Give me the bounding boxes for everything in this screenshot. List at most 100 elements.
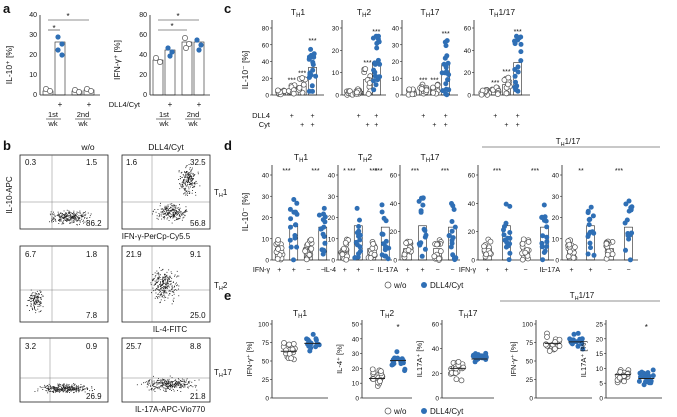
flow-event bbox=[185, 379, 187, 381]
point-filled bbox=[379, 202, 385, 208]
x-group-label: 1st bbox=[48, 110, 59, 119]
flow-event bbox=[165, 291, 167, 293]
flow-event bbox=[163, 290, 165, 292]
flow-event bbox=[176, 384, 178, 385]
point-filled bbox=[320, 231, 326, 237]
point-filled bbox=[503, 201, 509, 207]
flow-event bbox=[58, 213, 60, 215]
flow-event bbox=[56, 389, 57, 391]
flow-event bbox=[72, 387, 74, 389]
plus-sign: + bbox=[444, 122, 448, 129]
flow-event bbox=[82, 216, 84, 217]
point-open bbox=[616, 374, 623, 381]
point-open bbox=[365, 91, 372, 97]
flow-event bbox=[73, 383, 75, 384]
point-open bbox=[308, 236, 314, 243]
flow-event bbox=[178, 209, 180, 210]
flow-event bbox=[52, 219, 54, 221]
flow-event bbox=[34, 301, 36, 303]
flow-event bbox=[168, 386, 169, 388]
flow-event bbox=[168, 386, 170, 388]
point-filled bbox=[501, 227, 506, 233]
flow-event bbox=[70, 216, 72, 218]
flow-event bbox=[174, 214, 176, 216]
flow-event bbox=[74, 388, 75, 390]
flow-event bbox=[161, 287, 163, 289]
flow-event bbox=[189, 183, 191, 185]
flow-event bbox=[176, 270, 178, 272]
flow-event bbox=[154, 297, 156, 299]
bar bbox=[164, 49, 176, 96]
x-axis-label: IL-4-FITC bbox=[153, 325, 187, 334]
flow-event bbox=[168, 385, 170, 387]
flow-event bbox=[176, 207, 178, 209]
flow-event bbox=[170, 380, 172, 382]
flow-event bbox=[180, 214, 182, 216]
flow-event bbox=[181, 177, 183, 178]
flow-event bbox=[39, 290, 41, 292]
flow-event bbox=[191, 176, 193, 178]
flow-event bbox=[150, 284, 152, 286]
flow-event bbox=[182, 380, 184, 382]
tick-label: 30 bbox=[328, 194, 336, 201]
tick-label: 10 bbox=[552, 236, 560, 243]
point-filled bbox=[357, 244, 363, 250]
row-label: IFN-γ bbox=[253, 267, 271, 274]
sig-star: *** bbox=[514, 29, 522, 36]
flow-event bbox=[77, 220, 79, 221]
flow-event bbox=[46, 385, 48, 387]
point-filled bbox=[518, 41, 524, 47]
flow-event bbox=[63, 384, 64, 386]
point-filled bbox=[540, 257, 546, 263]
flow-event bbox=[157, 278, 159, 280]
point-filled bbox=[198, 42, 204, 48]
point-filled bbox=[585, 251, 591, 257]
flow-event bbox=[189, 167, 191, 168]
group-label-th117: TH1/17 bbox=[570, 291, 595, 302]
sign: − bbox=[626, 267, 630, 274]
flow-event bbox=[153, 278, 155, 279]
flow-event bbox=[183, 180, 185, 182]
flow-event bbox=[78, 389, 80, 390]
point-filled bbox=[287, 237, 293, 243]
flow-event bbox=[183, 216, 185, 218]
flow-event bbox=[149, 380, 150, 381]
flow-event bbox=[177, 390, 178, 391]
flow-event bbox=[69, 388, 71, 390]
flow-event bbox=[63, 383, 65, 385]
tick-label: 20 bbox=[390, 229, 398, 236]
flow-event bbox=[169, 216, 171, 217]
flow-event bbox=[160, 202, 161, 204]
bar bbox=[193, 41, 205, 96]
flow-event bbox=[183, 187, 185, 189]
point-filled bbox=[165, 45, 171, 51]
point-open bbox=[556, 336, 563, 343]
flow-event bbox=[68, 220, 70, 221]
flow-event bbox=[159, 283, 161, 285]
point-open bbox=[281, 340, 287, 346]
flow-event bbox=[184, 192, 186, 194]
flow-event bbox=[192, 175, 194, 177]
flow-event bbox=[68, 390, 69, 392]
flow-event bbox=[160, 288, 162, 290]
flow-event bbox=[34, 309, 36, 310]
flow-event bbox=[72, 215, 74, 217]
flow-event bbox=[65, 387, 66, 389]
point-filled bbox=[501, 232, 507, 238]
flow-event bbox=[34, 307, 35, 308]
flow-event bbox=[70, 213, 71, 215]
quadrant-value: 1.8 bbox=[86, 250, 98, 259]
flow-event bbox=[193, 182, 195, 184]
sign: + bbox=[343, 267, 347, 274]
flow-event bbox=[69, 211, 71, 213]
flow-event bbox=[73, 213, 75, 215]
flow-event bbox=[163, 292, 165, 293]
point-filled bbox=[417, 242, 423, 248]
plus-sign: + bbox=[374, 122, 378, 129]
point-open bbox=[483, 251, 490, 258]
point-filled bbox=[622, 220, 628, 226]
flow-event bbox=[182, 380, 183, 382]
flow-event bbox=[165, 207, 167, 209]
